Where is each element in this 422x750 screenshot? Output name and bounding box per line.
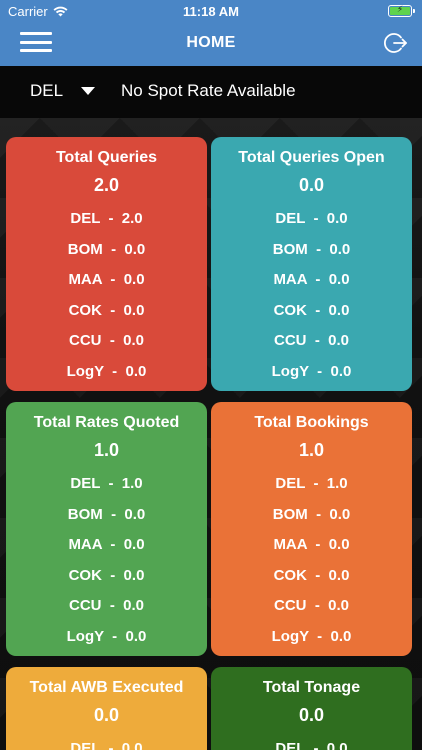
station-row: BOM - 0.0	[67, 505, 146, 523]
station-row: LogY - 0.0	[66, 362, 147, 380]
card-title: Total Queries Open	[238, 149, 385, 166]
top-bar	[0, 0, 422, 66]
station-row: CCU - 0.0	[68, 332, 144, 349]
carrier-indicator: Carrier	[8, 4, 68, 19]
station-row: DEL - 0.0	[275, 210, 348, 227]
status-time: 11:18 AM	[183, 4, 239, 19]
card-total: 0.0	[298, 705, 325, 725]
chevron-down-icon	[81, 87, 96, 95]
station-row: CCU - 0.0	[68, 597, 144, 614]
station-row: MAA - 0.0	[68, 271, 145, 288]
filter-row: DEL No Spot Rate Available	[0, 66, 422, 118]
status-bar: Carrier 11:18 AM ⚡	[0, 0, 422, 22]
station-value: DEL	[30, 81, 64, 100]
battery-charging-icon: ⚡	[388, 4, 415, 17]
card-total: 2.0	[93, 175, 120, 195]
station-row: COK - 0.0	[273, 566, 350, 584]
card-total: 0.0	[93, 705, 120, 725]
station-row: COK - 0.0	[273, 301, 350, 319]
station-row: MAA - 0.0	[273, 271, 350, 288]
card-title: Total Rates Quoted	[33, 414, 180, 431]
station-row: CCU - 0.0	[273, 332, 349, 349]
station-row: DEL - 1.0	[70, 475, 143, 492]
station-row: COK - 0.0	[68, 566, 145, 584]
card-title: Total Queries	[55, 149, 158, 166]
card-total-awb-executed[interactable]: Total AWB Executed 0.0 DEL - 0.0	[6, 667, 207, 750]
station-row: COK - 0.0	[68, 301, 145, 319]
card-total-queries[interactable]: Total Queries 2.0 DEL - 2.0 BOM - 0.0 MA…	[6, 137, 207, 391]
station-row: DEL - 0.0	[70, 740, 143, 750]
station-row: LogY - 0.0	[271, 627, 352, 645]
wifi-icon	[53, 6, 68, 17]
logout-icon[interactable]	[382, 30, 408, 56]
station-row: MAA - 0.0	[68, 536, 145, 553]
card-title: Total Bookings	[254, 414, 369, 431]
carrier-label: Carrier	[8, 4, 48, 19]
station-row: DEL - 2.0	[70, 210, 143, 227]
station-dropdown[interactable]: DEL	[30, 81, 96, 101]
station-row: BOM - 0.0	[67, 240, 146, 258]
card-total-queries-open[interactable]: Total Queries Open 0.0 DEL - 0.0 BOM - 0…	[211, 137, 412, 391]
card-title: Total Tonage	[262, 679, 361, 696]
card-total: 0.0	[298, 175, 325, 195]
station-row: DEL - 0.0	[275, 740, 348, 750]
page-title: HOME	[186, 34, 236, 51]
nav-bar: HOME	[0, 22, 422, 66]
card-total-tonage[interactable]: Total Tonage 0.0 DEL - 0.0	[211, 667, 412, 750]
card-total-bookings[interactable]: Total Bookings 1.0 DEL - 1.0 BOM - 0.0 M…	[211, 402, 412, 656]
spot-rate-label: No Spot Rate Available	[121, 81, 296, 100]
station-row: LogY - 0.0	[271, 362, 352, 380]
station-row: LogY - 0.0	[66, 627, 147, 645]
card-total: 1.0	[298, 440, 325, 460]
station-row: CCU - 0.0	[273, 597, 349, 614]
card-title: Total AWB Executed	[29, 679, 184, 696]
station-row: MAA - 0.0	[273, 536, 350, 553]
station-row: BOM - 0.0	[272, 240, 351, 258]
card-total: 1.0	[93, 440, 120, 460]
hamburger-menu-icon[interactable]	[20, 32, 52, 52]
card-total-rates-quoted[interactable]: Total Rates Quoted 1.0 DEL - 1.0 BOM - 0…	[6, 402, 207, 656]
station-row: DEL - 1.0	[275, 475, 348, 492]
station-row: BOM - 0.0	[272, 505, 351, 523]
